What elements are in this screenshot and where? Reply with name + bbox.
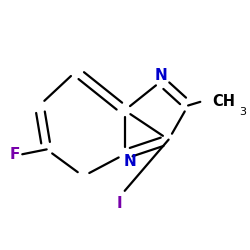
Text: F: F	[10, 147, 20, 162]
Text: N: N	[123, 154, 136, 169]
Text: N: N	[155, 68, 168, 82]
Text: I: I	[117, 196, 123, 210]
Text: 3: 3	[239, 106, 246, 117]
Text: CH: CH	[212, 94, 236, 109]
